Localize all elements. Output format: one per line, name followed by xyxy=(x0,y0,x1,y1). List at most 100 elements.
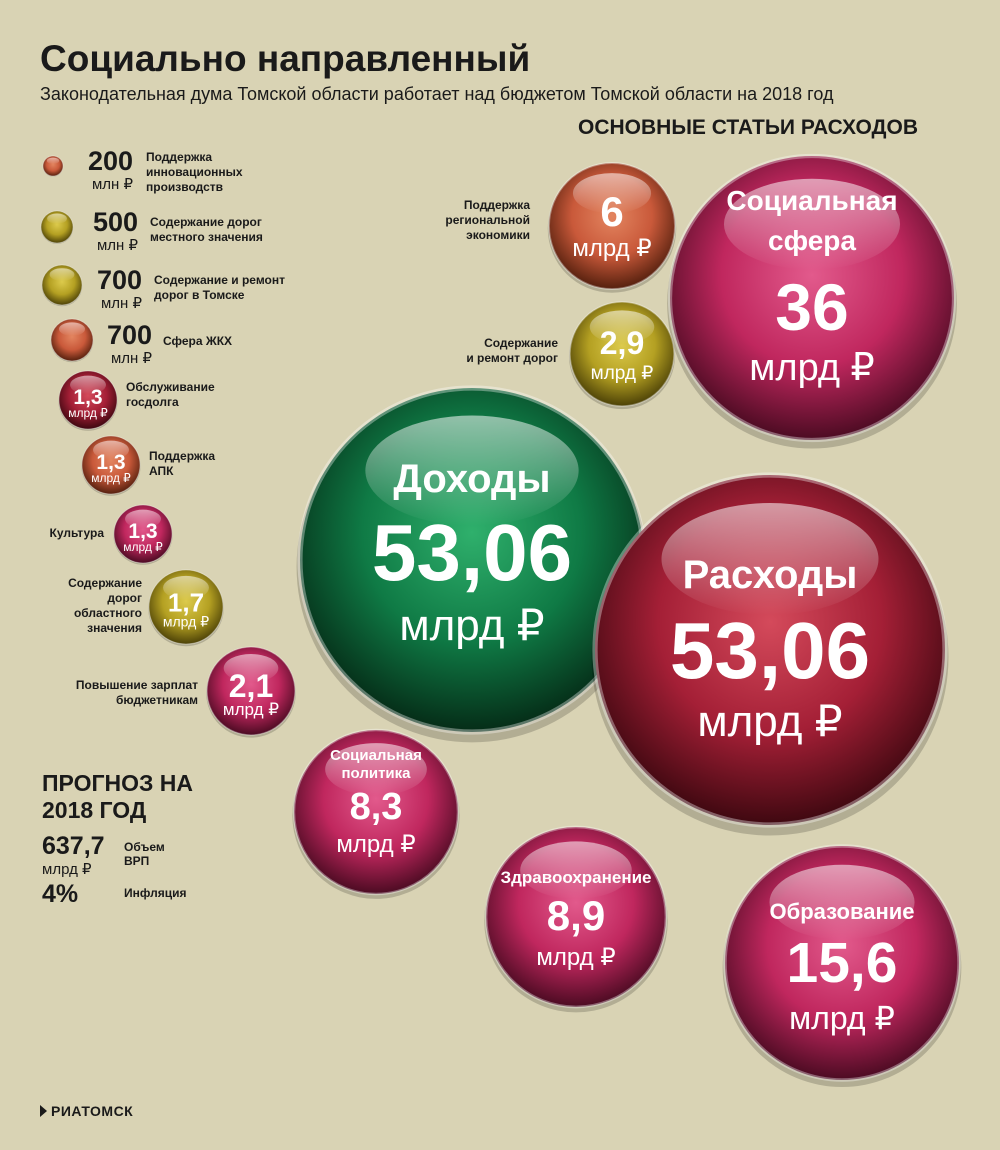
small-item-unit: млрд ₽ xyxy=(91,471,131,485)
forecast-inflation-value: 4% xyxy=(42,880,79,908)
expense-bubble-2-highlight xyxy=(589,310,655,344)
expense-bubble-unit: млрд ₽ xyxy=(336,831,415,858)
small-item-label-line: Повышение зарплат xyxy=(76,678,198,692)
small-item-4-highlight xyxy=(70,375,106,395)
expense-bubble-value: 8,9 xyxy=(547,892,605,939)
income-value: 53,06 xyxy=(372,508,572,597)
expense-bubble-label: Образование xyxy=(770,899,915,924)
expense-bubble-1-highlight xyxy=(572,173,652,214)
roads-label-line: Содержание xyxy=(484,336,558,350)
small-item-0-highlight xyxy=(46,157,60,164)
small-item-label-line: Обслуживание xyxy=(126,380,215,394)
small-item-label-line: госдолга xyxy=(126,395,179,409)
expense-bubble-value: 36 xyxy=(775,270,848,344)
page-subtitle: Законодательная дума Томской области раб… xyxy=(40,84,834,104)
small-item-unit: млрд ₽ xyxy=(68,406,108,420)
small-item-value: 2,1 xyxy=(229,668,273,704)
expense-bubble-label-line: Социальная xyxy=(726,185,897,216)
small-item-unit: млрд ₽ xyxy=(163,614,209,630)
small-item-1-highlight xyxy=(47,213,67,224)
expense-bubble-value: 15,6 xyxy=(787,931,898,995)
expense-bubble-4: Здравоохранение 8,9 млрд ₽ xyxy=(484,825,668,1013)
forecast-gdp-value: 637,7 xyxy=(42,832,105,860)
brand-text: РИАТОМСК xyxy=(51,1103,134,1119)
expense-bubble-5: Образование 15,6 млрд ₽ xyxy=(722,844,962,1088)
expense-bubble-5-highlight xyxy=(769,864,915,940)
small-item-5-highlight xyxy=(93,440,129,460)
small-item-label-line: Поддержка xyxy=(149,449,215,463)
expense-bubble-unit: млрд ₽ xyxy=(591,363,654,384)
small-item-label-line: Культура xyxy=(50,526,105,540)
income-label: Доходы xyxy=(393,457,550,501)
forecast-inflation-label: Инфляция xyxy=(124,886,187,900)
forecast-block: ПРОГНОЗ НА 2018 ГОД 637,7 млрд ₽ Объем В… xyxy=(42,770,242,920)
small-item-unit: млн ₽ xyxy=(92,176,134,193)
forecast-title: ПРОГНОЗ НА 2018 ГОД xyxy=(42,770,194,823)
small-item-label-line: Поддержка xyxy=(146,150,212,164)
expense-bubble-value: 2,9 xyxy=(600,325,644,361)
brand-logo: РИАТОМСК xyxy=(40,1103,133,1119)
expense-bubble-unit: млрд ₽ xyxy=(572,235,651,262)
small-item-value: 200 xyxy=(88,146,133,176)
small-item-3-highlight xyxy=(58,322,86,336)
small-item-label-line: бюджетникам xyxy=(116,693,198,707)
small-item-2-highlight xyxy=(49,268,75,281)
forecast-gdp-label: Объем ВРП xyxy=(124,840,165,868)
economy-label-line: региональной xyxy=(445,213,530,227)
small-item-label-line: дорог xyxy=(107,591,142,605)
small-item-label-line: значения xyxy=(87,621,142,635)
expense-bubble-4-highlight xyxy=(520,841,632,899)
page-title: Социально направленный xyxy=(40,38,531,79)
forecast-gdp-unit: млрд ₽ xyxy=(42,861,92,878)
small-item-7-highlight xyxy=(163,575,209,600)
small-item-label-line: АПК xyxy=(149,464,174,478)
small-item-value: 700 xyxy=(107,320,152,350)
small-item-value: 1,3 xyxy=(73,386,102,409)
small-item-label-line: производств xyxy=(146,180,223,194)
small-item-label-line: областного xyxy=(74,606,142,620)
small-item-label-line: инновационных xyxy=(146,165,243,179)
expenses-label: Расходы xyxy=(683,553,858,597)
expense-bubble-value: 6 xyxy=(600,188,623,235)
income-bubble-highlight xyxy=(365,415,579,526)
forecast-inflation: 4% Инфляция xyxy=(42,880,242,920)
expense-bubble-0-highlight xyxy=(723,178,901,270)
play-icon xyxy=(40,1105,47,1117)
expense-bubble-3-highlight xyxy=(325,743,427,796)
expense-bubble-unit: млрд ₽ xyxy=(749,347,874,389)
expense-bubble-label-line: политика xyxy=(341,765,411,782)
small-item-unit: млрд ₽ xyxy=(223,700,279,719)
small-item-label-line: Содержание и ремонт xyxy=(154,273,285,287)
small-item-unit: млрд ₽ xyxy=(123,540,163,554)
income-unit: млрд ₽ xyxy=(399,601,544,650)
expense-bubble-label-line: Социальная xyxy=(330,747,422,764)
small-item-label-line: Содержание xyxy=(68,576,142,590)
small-item-value: 500 xyxy=(93,207,138,237)
roads-label-line: и ремонт дорог xyxy=(466,351,558,365)
economy-label-line: экономики xyxy=(466,228,530,242)
small-item-6-highlight xyxy=(125,509,161,529)
small-item-label-line: Сфера ЖКХ xyxy=(163,334,232,348)
small-item-value: 1,3 xyxy=(128,520,157,543)
expense-bubble-label-line: сфера xyxy=(768,225,856,256)
forecast-gdp: 637,7 млрд ₽ Объем ВРП xyxy=(42,832,242,878)
economy-label-line: Поддержка xyxy=(464,198,530,212)
section-title: ОСНОВНЫЕ СТАТЬИ РАСХОДОВ xyxy=(578,116,918,139)
expense-bubble-value: 8,3 xyxy=(350,786,403,828)
small-item-8-highlight xyxy=(223,654,279,683)
small-item-label-line: Содержание дорог xyxy=(150,215,262,229)
expense-bubble-unit: млрд ₽ xyxy=(536,944,615,971)
